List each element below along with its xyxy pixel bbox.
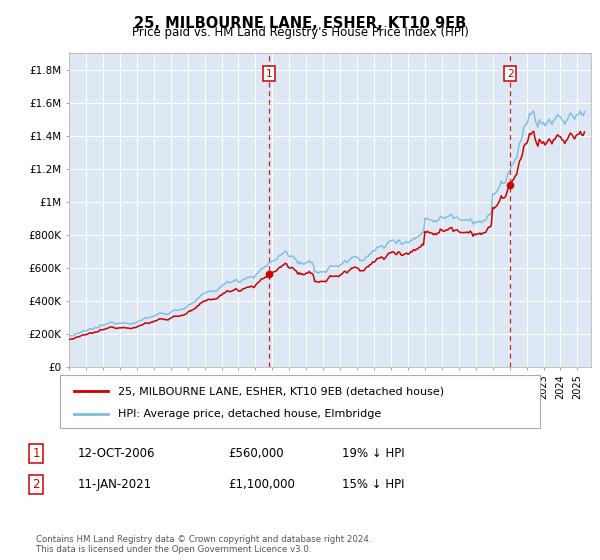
Text: HPI: Average price, detached house, Elmbridge: HPI: Average price, detached house, Elmb… bbox=[118, 408, 381, 418]
Text: Contains HM Land Registry data © Crown copyright and database right 2024.
This d: Contains HM Land Registry data © Crown c… bbox=[36, 535, 371, 554]
FancyBboxPatch shape bbox=[60, 375, 540, 428]
Text: 12-OCT-2006: 12-OCT-2006 bbox=[78, 447, 155, 460]
Text: 1: 1 bbox=[32, 447, 40, 460]
Text: 15% ↓ HPI: 15% ↓ HPI bbox=[342, 478, 404, 491]
Text: 19% ↓ HPI: 19% ↓ HPI bbox=[342, 447, 404, 460]
Text: Price paid vs. HM Land Registry's House Price Index (HPI): Price paid vs. HM Land Registry's House … bbox=[131, 26, 469, 39]
Text: 25, MILBOURNE LANE, ESHER, KT10 9EB (detached house): 25, MILBOURNE LANE, ESHER, KT10 9EB (det… bbox=[118, 386, 444, 396]
Text: 2: 2 bbox=[507, 68, 514, 78]
Text: 11-JAN-2021: 11-JAN-2021 bbox=[78, 478, 152, 491]
Text: £560,000: £560,000 bbox=[228, 447, 284, 460]
Text: 25, MILBOURNE LANE, ESHER, KT10 9EB: 25, MILBOURNE LANE, ESHER, KT10 9EB bbox=[134, 16, 466, 31]
Text: 1: 1 bbox=[265, 68, 272, 78]
Text: £1,100,000: £1,100,000 bbox=[228, 478, 295, 491]
Text: 2: 2 bbox=[32, 478, 40, 491]
